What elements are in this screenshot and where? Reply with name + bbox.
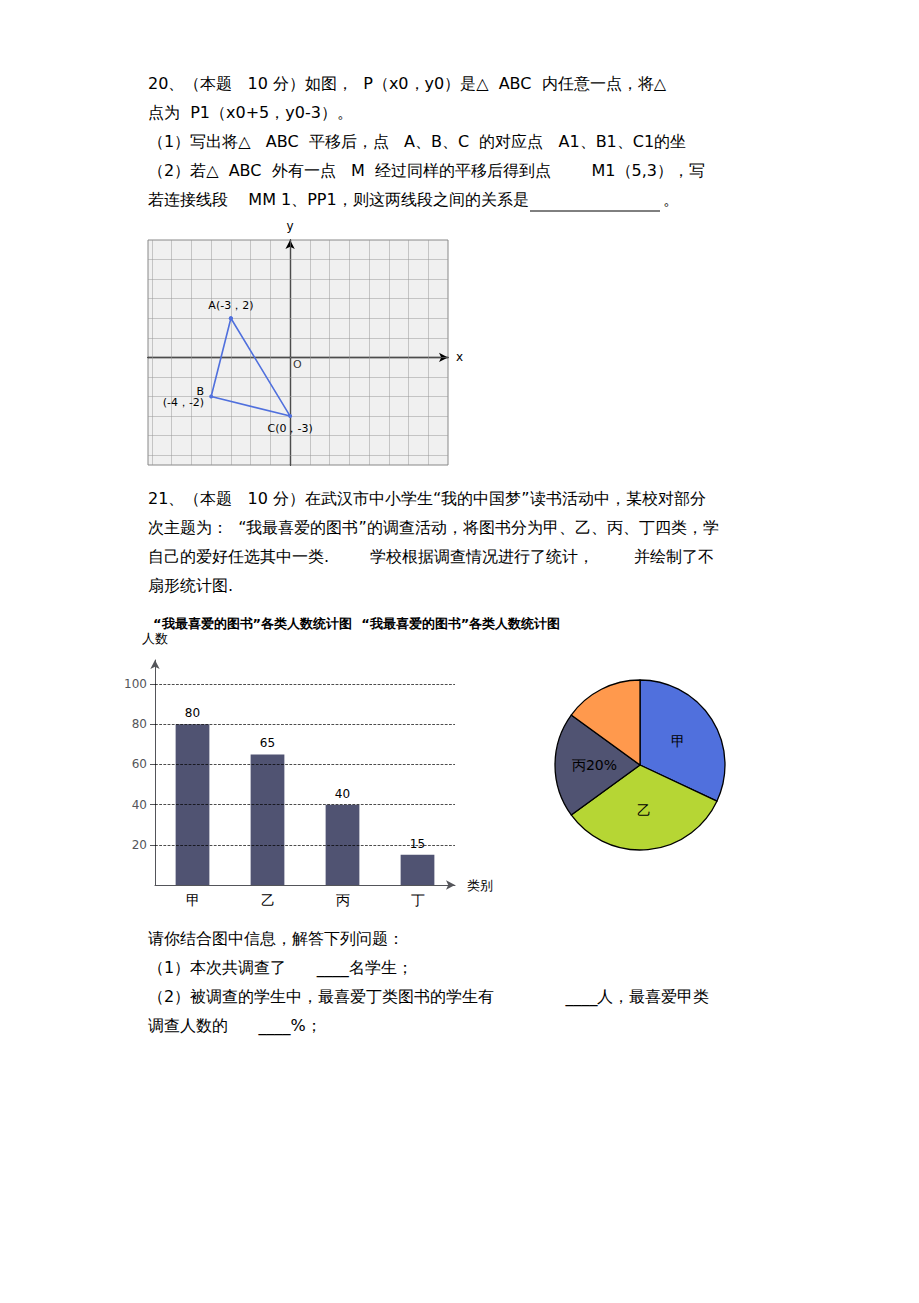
svg-text:100: 100 — [124, 677, 147, 691]
svg-text:40: 40 — [132, 798, 147, 812]
svg-text:（1）写出将△ ABC 平移后，点 A、B、C: （1）写出将△ ABC 平移后，点 A、B、C 的对应点 A1、B1、C1的坐 — [148, 132, 686, 151]
svg-text:次主题为： “我最喜爱的图书”的调查活动，将图书分为甲、乙: 次主题为： “我最喜爱的图书”的调查活动，将图书分为甲、乙、丙、丁四类，学 — [148, 518, 719, 537]
svg-text:80: 80 — [185, 706, 200, 720]
svg-text:y: y — [287, 219, 294, 233]
svg-text:80: 80 — [132, 717, 147, 731]
svg-text:20: 20 — [132, 838, 147, 852]
svg-text:类别: 类别 — [467, 878, 493, 893]
svg-text:A(-3，2): A(-3，2) — [208, 299, 253, 312]
svg-text:(-4，-2): (-4，-2) — [163, 396, 205, 409]
svg-text:点为 P1（x0+5，y0-3）。: 点为 P1（x0+5，y0-3）。 — [148, 103, 353, 122]
svg-text:自己的爱好任选其中一类. 学校根据调查情况进行: 自己的爱好任选其中一类. 学校根据调查情况进行了统计， 并绘制了不 — [148, 547, 714, 566]
svg-text:15: 15 — [410, 837, 425, 851]
svg-text:扇形统计图.: 扇形统计图. — [148, 576, 233, 595]
svg-text:B: B — [196, 384, 205, 398]
svg-text:40: 40 — [335, 787, 350, 801]
svg-text:人数: 人数 — [142, 631, 168, 646]
svg-text:乙: 乙 — [637, 802, 651, 818]
svg-text:（2）若△ ABC 外有一点 M 经过同样的平移后: （2）若△ ABC 外有一点 M 经过同样的平移后得到点 M1（5,3），写 — [148, 161, 705, 180]
svg-text:x: x — [456, 350, 463, 364]
svg-text:乙: 乙 — [261, 892, 275, 908]
svg-text:21、（本题 10 分）在武汉市中小学生“我的中国梦”读: 21、（本题 10 分）在武汉市中小学生“我的中国梦”读书活动中，某校对部分 — [148, 489, 706, 508]
svg-text:甲: 甲 — [186, 892, 200, 908]
svg-text:O: O — [293, 358, 302, 371]
svg-text:丁: 丁 — [411, 892, 425, 908]
svg-text:丙20%: 丙20% — [572, 757, 617, 773]
svg-text:（1）本次共调查了 ____名学生；: （1）本次共调查了 ____名学生； — [148, 958, 413, 978]
svg-text:。: 。 — [663, 190, 679, 209]
svg-text:调查人数的 ____%；: 调查人数的 ____%； — [148, 1016, 322, 1036]
svg-text:甲: 甲 — [671, 733, 685, 749]
svg-text:20、（本题 10 分）如图， P（x0，y0）是△: 20、（本题 10 分）如图， P（x0，y0）是△ ABC 内任意一点，将△ — [148, 74, 667, 93]
svg-text:“我最喜爱的图书”各类人数统计图 “我最喜爱的图书”各类人: “我最喜爱的图书”各类人数统计图 “我最喜爱的图书”各类人数统计图 — [153, 616, 560, 631]
svg-text:（2）被调查的学生中，最喜爱丁类图书的学生有: （2）被调查的学生中，最喜爱丁类图书的学生有 ____人，最喜爱甲类 — [148, 987, 709, 1007]
svg-text:若连接线段 MM 1、PP1，则这两线段之间的关系是: 若连接线段 MM 1、PP1，则这两线段之间的关系是 — [148, 190, 529, 209]
svg-text:丙: 丙 — [336, 892, 350, 908]
svg-text:请你结合图中信息，解答下列问题：: 请你结合图中信息，解答下列问题： — [148, 929, 404, 948]
svg-text:60: 60 — [132, 757, 147, 771]
svg-text:C(0，-3): C(0，-3) — [267, 422, 312, 435]
svg-text:65: 65 — [260, 736, 275, 750]
